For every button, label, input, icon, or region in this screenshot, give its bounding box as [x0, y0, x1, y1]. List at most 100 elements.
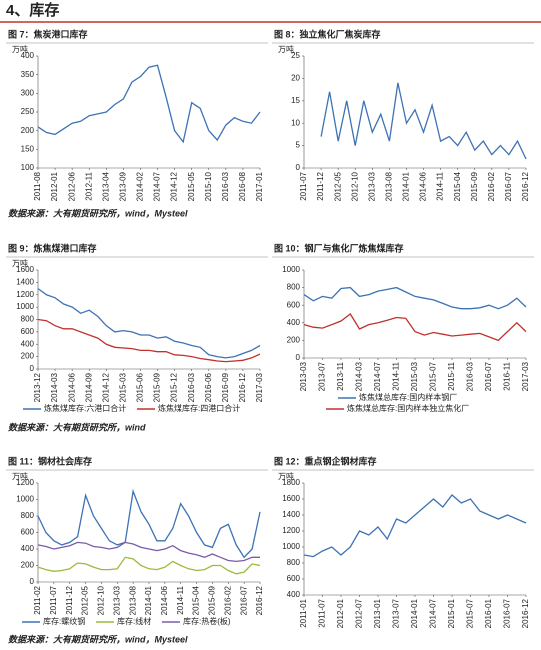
x-tick-label: 2013-03: [299, 361, 308, 391]
series-line: [37, 318, 261, 363]
chart-title: 图 10：钢厂与焦化厂炼焦煤库存: [274, 242, 404, 253]
y-tick-label: 5: [296, 141, 301, 150]
x-tick-label: 2014-09: [84, 372, 93, 402]
x-tick-label: 2012-01: [336, 598, 345, 628]
y-tick-label: 15: [291, 96, 300, 105]
y-tick-label: 300: [21, 88, 35, 97]
y-tick-label: 0: [296, 163, 301, 172]
x-tick-label: 2014-12: [101, 372, 110, 402]
chart-title: 图 11：钢材社会库存: [8, 455, 92, 466]
x-tick-label: 2016-07: [239, 585, 248, 615]
series-line: [37, 64, 261, 144]
x-tick-label: 2014-03: [50, 372, 59, 402]
x-tick-label: 2015-09: [208, 585, 217, 615]
x-tick-label: 2016-12: [521, 171, 530, 201]
y-tick-label: 800: [287, 283, 301, 292]
series-line: [37, 556, 261, 575]
x-tick-label: 2013-08: [384, 171, 393, 201]
y-tick-label: 200: [21, 561, 35, 570]
x-tick-label: 2011-08: [33, 171, 42, 200]
y-tick-label: 10: [291, 118, 300, 127]
x-tick-label: 2014-01: [410, 598, 419, 628]
y-unit: 万吨: [12, 471, 28, 481]
x-tick-label: 2016-03: [187, 372, 196, 402]
y-tick-label: 400: [21, 339, 35, 348]
x-tick-label: 2014-06: [160, 585, 169, 615]
x-tick-label: 2014-06: [419, 171, 428, 201]
x-tick-label: 2012-01: [50, 171, 59, 201]
series-line: [303, 313, 527, 342]
y-tick-label: 400: [21, 544, 35, 553]
x-tick-label: 2013-12: [33, 372, 42, 402]
y-tick-label: 1600: [16, 265, 34, 274]
y-tick-label: 800: [21, 511, 35, 520]
chart-title: 图 12：重点钢企钢材库存: [274, 455, 377, 466]
x-tick-label: 2014-07: [153, 171, 162, 201]
chart-title: 图 9：炼焦煤港口库存: [8, 242, 97, 253]
x-tick-label: 2012-06: [67, 171, 76, 201]
source-note: 数据来源：大有期货研究所，wind，Mysteel: [8, 634, 188, 644]
x-tick-label: 2016-08: [238, 171, 247, 201]
y-tick-label: 20: [291, 74, 300, 83]
x-tick-label: 2015-11: [447, 361, 456, 390]
y-tick-label: 1000: [16, 302, 34, 311]
x-tick-label: 2011-07: [318, 598, 327, 627]
series-line: [303, 286, 527, 310]
x-tick-label: 2014-11: [176, 585, 185, 614]
x-tick-label: 2013-04: [101, 171, 110, 201]
x-tick-label: 2012-05: [81, 585, 90, 615]
y-tick-label: 400: [287, 318, 301, 327]
y-unit: 万吨: [12, 258, 28, 268]
x-tick-label: 2014-02: [136, 171, 145, 201]
x-tick-label: 2014-11: [392, 361, 401, 390]
chart-title: 图 8：独立焦化厂焦炭库存: [274, 28, 381, 39]
x-tick-label: 2016-07: [484, 361, 493, 391]
y-tick-label: 800: [287, 558, 301, 567]
y-tick-label: 200: [287, 336, 301, 345]
y-tick-label: 0: [30, 577, 35, 586]
legend-label: 库存:热卷(板): [183, 616, 231, 626]
x-tick-label: 2014-01: [402, 171, 411, 201]
y-tick-label: 150: [21, 144, 35, 153]
x-tick-label: 2015-03: [410, 361, 419, 391]
x-tick-label: 2015-09: [153, 372, 162, 402]
section-heading: 4、库存: [6, 1, 59, 19]
source-note: 数据来源：大有期货研究所，wind，Mysteel: [8, 208, 188, 218]
y-tick-label: 600: [21, 327, 35, 336]
y-tick-label: 0: [30, 364, 35, 373]
x-tick-label: 2016-06: [204, 372, 213, 402]
y-tick-label: 0: [296, 353, 301, 362]
legend-label: 炼焦煤库存:四港口合计: [158, 403, 240, 413]
x-tick-label: 2016-09: [221, 372, 230, 402]
x-tick-label: 2011-07: [49, 585, 58, 614]
x-tick-label: 2016-07: [504, 171, 513, 201]
x-tick-label: 2015-12: [170, 372, 179, 402]
x-tick-label: 2014-03: [355, 361, 364, 391]
x-tick-label: 2013-08: [128, 585, 137, 615]
x-tick-label: 2014-11: [436, 171, 445, 200]
x-tick-label: 2015-04: [453, 171, 462, 201]
x-tick-label: 2011-12: [65, 585, 74, 614]
y-tick-label: 1200: [282, 526, 300, 535]
chart-title: 图 7：焦炭港口库存: [8, 28, 88, 39]
y-tick-label: 1000: [282, 542, 300, 551]
x-tick-label: 2016-07: [503, 598, 512, 628]
x-tick-label: 2011-01: [299, 598, 308, 627]
y-tick-label: 200: [21, 352, 35, 361]
series-line: [320, 82, 527, 160]
y-tick-label: 100: [21, 163, 35, 172]
x-tick-label: 2015-09: [470, 171, 479, 201]
y-tick-label: 200: [21, 126, 35, 135]
series-line: [37, 488, 261, 559]
x-tick-label: 2014-01: [144, 585, 153, 615]
y-tick-label: 600: [21, 528, 35, 537]
series-line: [37, 541, 260, 563]
x-tick-label: 2017-03: [255, 372, 264, 402]
legend-label: 库存:螺纹钢: [43, 616, 85, 626]
x-tick-label: 2015-07: [429, 361, 438, 391]
x-tick-label: 2016-11: [503, 361, 512, 390]
x-tick-label: 2013-01: [373, 598, 382, 628]
y-tick-label: 600: [287, 300, 301, 309]
x-tick-label: 2012-10: [350, 171, 359, 201]
